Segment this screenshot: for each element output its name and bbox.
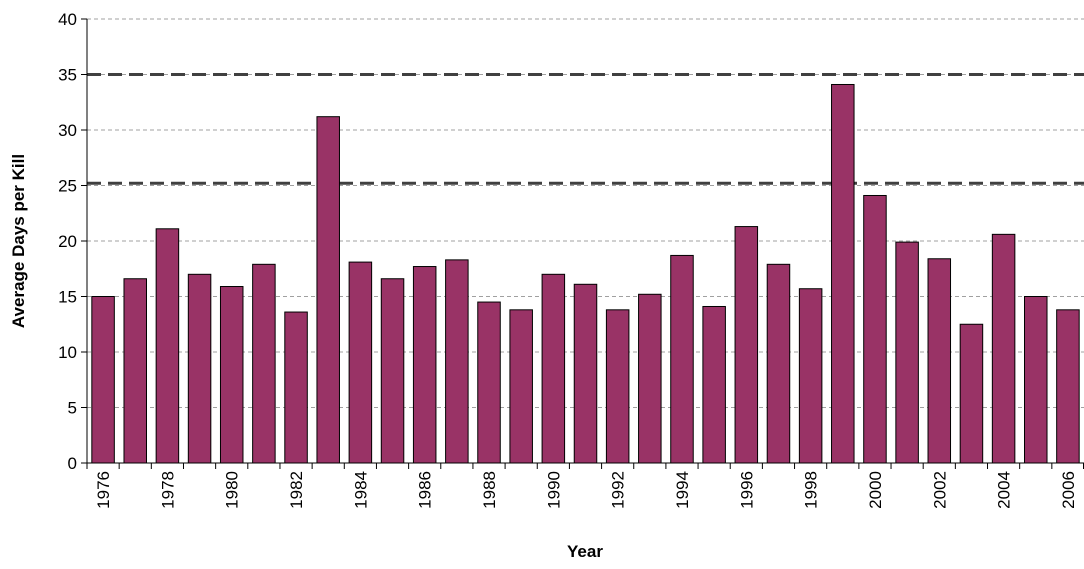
x-tick-label: 1998 xyxy=(802,471,821,509)
bar-1994 xyxy=(670,254,694,464)
y-tick-label: 30 xyxy=(58,121,77,140)
y-tick-label: 5 xyxy=(68,399,77,418)
y-tick-label: 0 xyxy=(68,454,77,473)
bar-1977 xyxy=(123,278,147,464)
y-tick-label: 20 xyxy=(58,232,77,251)
bar-1995 xyxy=(702,305,726,464)
bar-1991 xyxy=(573,283,598,464)
bar-1976 xyxy=(91,296,115,464)
bar-1978 xyxy=(155,228,180,464)
bar-1996 xyxy=(734,226,759,464)
x-tick-label: 1988 xyxy=(480,471,499,509)
y-axis-title: Average Days per Kill xyxy=(9,154,28,328)
bar-1993 xyxy=(638,293,662,464)
bar-2005 xyxy=(1024,296,1048,464)
x-tick-label: 2000 xyxy=(866,471,885,509)
bar-1987 xyxy=(445,259,469,464)
bar-2002 xyxy=(927,258,952,464)
y-tick-label: 40 xyxy=(58,10,77,29)
bar-1992 xyxy=(605,309,630,464)
bar-1989 xyxy=(509,309,533,464)
x-tick-label: 2004 xyxy=(995,471,1014,509)
x-tick-label: 1990 xyxy=(544,471,563,509)
y-tick-label: 10 xyxy=(58,343,77,362)
bar-2004 xyxy=(991,233,1016,464)
bar-1998 xyxy=(798,288,823,464)
y-tick-label: 15 xyxy=(58,288,77,307)
bar-1986 xyxy=(412,266,437,464)
bar-1981 xyxy=(252,263,276,464)
bar-2000 xyxy=(863,194,887,464)
axes xyxy=(81,18,1084,469)
x-tick-label: 1986 xyxy=(416,471,435,509)
x-tick-label: 1980 xyxy=(223,471,242,509)
bar-1999 xyxy=(831,83,855,464)
bar-1983 xyxy=(316,116,340,464)
y-tick-label: 25 xyxy=(58,177,77,196)
y-tick-label: 35 xyxy=(58,66,77,85)
bar-2003 xyxy=(959,323,984,464)
bar-1990 xyxy=(541,273,566,464)
bar-1979 xyxy=(187,273,212,464)
bar-2006 xyxy=(1056,309,1080,464)
x-tick-label: 1978 xyxy=(158,471,177,509)
bars xyxy=(91,83,1080,464)
x-tick-label: 1996 xyxy=(737,471,756,509)
reference-lines xyxy=(87,73,1084,185)
x-tick-label: 2006 xyxy=(1059,471,1078,509)
bar-1997 xyxy=(766,263,791,464)
bar-1985 xyxy=(380,278,405,464)
x-tick-label: 1984 xyxy=(351,471,370,509)
bar-1984 xyxy=(348,261,373,464)
x-tick-label: 2002 xyxy=(930,471,949,509)
bar-1980 xyxy=(219,286,244,464)
x-tick-label: 1994 xyxy=(673,471,692,509)
tick-labels: 0 5 10 15 20 25 30 35 40 1976 1978 1980 1982 1984 1986… xyxy=(58,10,1078,509)
x-tick-label: 1976 xyxy=(94,471,113,509)
x-axis-title: Year xyxy=(567,542,603,561)
x-tick-label: 1992 xyxy=(609,471,628,509)
x-tick-label: 1982 xyxy=(287,471,306,509)
bar-1982 xyxy=(284,311,308,464)
bar-1988 xyxy=(477,301,501,464)
bar-2001 xyxy=(895,241,919,464)
